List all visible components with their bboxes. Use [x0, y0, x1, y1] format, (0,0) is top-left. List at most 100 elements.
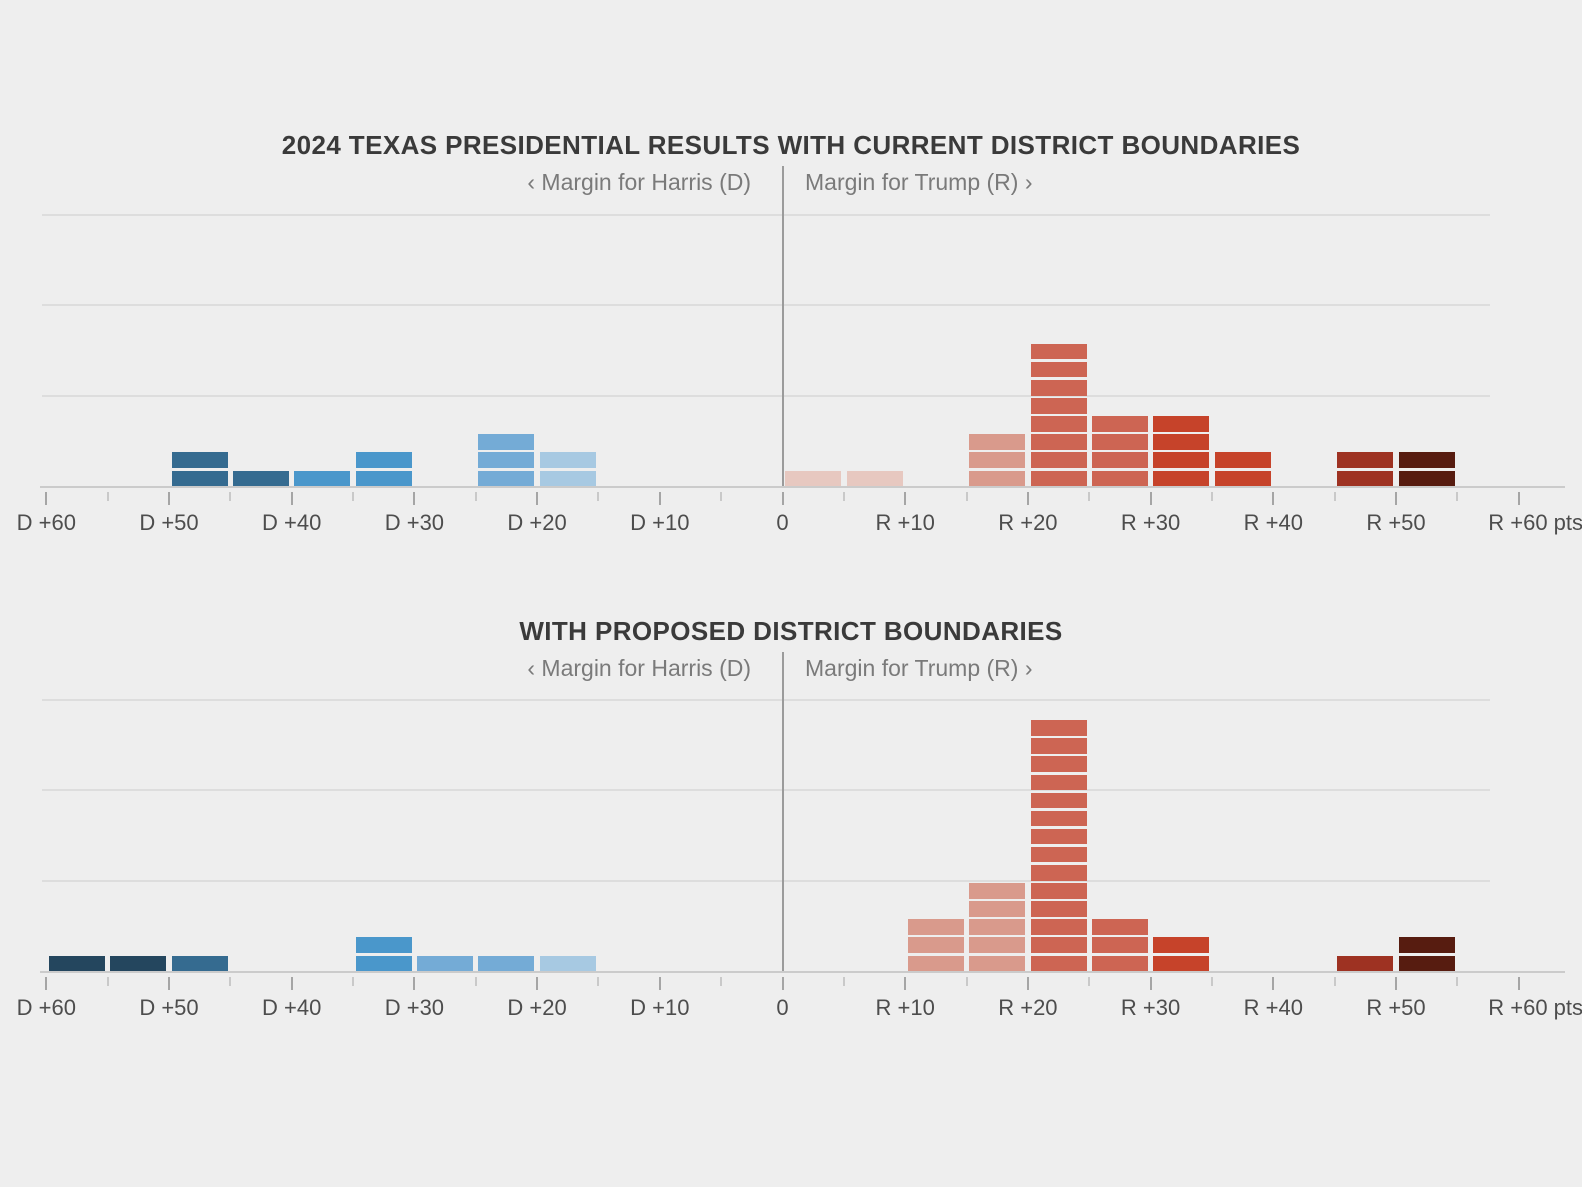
axis-tick-label: 0	[776, 995, 789, 1020]
gridline	[42, 213, 1490, 216]
district-square	[1153, 452, 1210, 468]
district-square	[355, 937, 412, 953]
district-square	[355, 470, 412, 486]
district-square	[969, 901, 1026, 917]
axis-tick-major	[1517, 977, 1520, 990]
district-square	[49, 955, 105, 971]
axis-tick-minor	[1088, 492, 1091, 501]
axis-tick-major	[168, 492, 170, 505]
chart-current-district-boundaries: 2024 TEXAS PRESIDENTIAL RESULTS WITH CUR…	[0, 0, 1582, 560]
district-square	[1398, 452, 1455, 468]
district-square	[1030, 774, 1087, 790]
axis-tick-label: D +40	[262, 510, 322, 535]
axis-tick-label: R +30	[1120, 510, 1181, 535]
axis-tick-major	[1149, 492, 1152, 505]
x-axis-line	[40, 971, 1565, 973]
district-square	[1030, 720, 1087, 736]
axis-tick-minor	[597, 977, 600, 986]
gridline	[42, 698, 1490, 701]
harris-margin-axis-label: ‹ Margin for Harris (D)	[527, 655, 751, 681]
axis-tick-label: 0	[776, 510, 789, 535]
axis-tick-label: R +10	[875, 995, 935, 1020]
district-square	[1337, 452, 1394, 468]
district-square	[1153, 434, 1210, 450]
axis-tick-label: R +10	[875, 510, 935, 535]
gridline	[42, 394, 1490, 397]
gridline	[42, 789, 1490, 791]
district-square	[1091, 452, 1148, 468]
district-square	[1030, 343, 1087, 360]
gridline	[42, 879, 1490, 882]
harris-margin-axis-label: ‹ Margin for Harris (D)	[527, 169, 751, 195]
district-square	[294, 470, 351, 486]
axis-tick-major	[1517, 492, 1520, 505]
axis-tick-major	[45, 977, 48, 990]
district-square	[1091, 470, 1148, 486]
axis-tick-label: D +60	[16, 995, 76, 1020]
district-square	[539, 452, 596, 468]
district-square	[1030, 738, 1087, 754]
axis-tick-minor	[965, 977, 968, 986]
axis-tick-major	[658, 977, 661, 990]
district-square	[478, 955, 535, 971]
axis-tick-major	[1395, 977, 1397, 990]
axis-tick-label: R +40	[1243, 510, 1303, 535]
district-square	[1337, 470, 1394, 486]
axis-tick-minor	[106, 977, 109, 986]
district-square	[1398, 937, 1455, 953]
district-square	[171, 470, 228, 486]
axis-tick-minor	[1456, 492, 1459, 501]
axis-tick-minor	[965, 492, 968, 501]
axis-tick-label: R +20	[998, 995, 1058, 1020]
axis-tick-major	[168, 977, 170, 990]
district-square	[1030, 416, 1087, 432]
district-square	[1398, 955, 1455, 971]
district-square	[1030, 865, 1087, 881]
axis-tick-major	[1149, 977, 1152, 990]
axis-tick-major	[536, 977, 539, 990]
district-square	[1214, 470, 1271, 486]
axis-tick-label: D +50	[139, 995, 199, 1020]
district-square	[1030, 792, 1087, 809]
district-square	[907, 937, 964, 953]
district-square	[1030, 398, 1087, 414]
axis-tick-minor	[1333, 492, 1336, 501]
district-square	[478, 434, 535, 450]
district-square	[110, 955, 167, 971]
district-square	[1030, 883, 1087, 899]
district-square	[1030, 828, 1087, 845]
district-square	[1153, 470, 1210, 486]
district-square	[969, 919, 1026, 935]
axis-tick-major	[1272, 492, 1275, 505]
axis-tick-label: D +10	[630, 995, 690, 1020]
axis-tick-label: R +20	[998, 510, 1058, 535]
axis-tick-minor	[474, 492, 477, 501]
axis-tick-minor	[1456, 977, 1459, 986]
axis-tick-label: D +20	[507, 510, 567, 535]
trump-margin-axis-label: Margin for Trump (R) ›	[805, 169, 1033, 195]
axis-tick-minor	[229, 492, 232, 501]
district-square	[969, 434, 1026, 450]
district-square	[1030, 470, 1087, 486]
axis-tick-minor	[1333, 977, 1336, 986]
axis-tick-label: D +10	[630, 510, 690, 535]
gridline	[42, 304, 1490, 306]
district-square	[1153, 955, 1210, 971]
district-square	[1337, 955, 1394, 971]
zero-axis-line	[781, 652, 784, 971]
district-square	[1030, 380, 1087, 396]
district-square	[1030, 955, 1087, 971]
axis-tick-minor	[842, 492, 845, 501]
x-axis-line	[40, 486, 1565, 488]
chart-title-proposed: WITH PROPOSED DISTRICT BOUNDARIES	[519, 616, 1063, 646]
axis-tick-minor	[1210, 492, 1213, 501]
axis-tick-major	[658, 492, 661, 505]
axis-tick-minor	[229, 977, 232, 986]
district-square	[907, 955, 964, 971]
district-square	[355, 955, 412, 971]
axis-tick-major	[1272, 977, 1275, 990]
axis-tick-major	[781, 492, 784, 505]
district-square	[1091, 434, 1148, 450]
axis-tick-label: D +30	[384, 510, 445, 535]
